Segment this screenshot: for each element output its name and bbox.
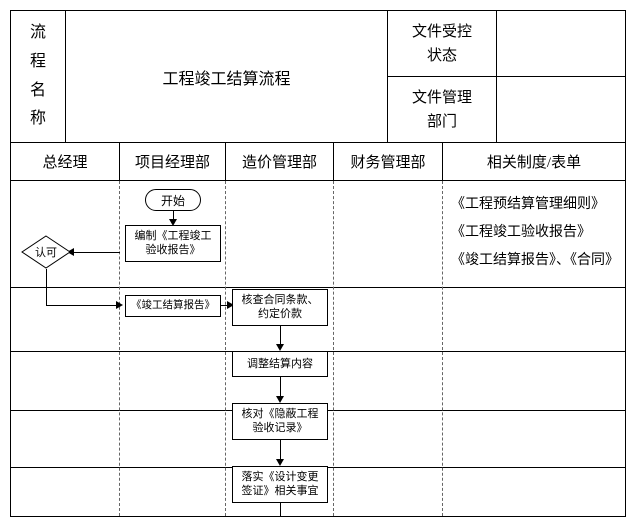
process-check-contract: 核查合同条款、约定价款	[232, 289, 328, 326]
process-table: 流程名称 工程竣工结算流程 文件受控状态 文件管理部门 总经理 项目经理部 造价…	[10, 10, 626, 517]
doc-item: 《竣工结算报告》、《合同》	[451, 247, 617, 275]
col-pm: 项目经理部	[120, 143, 226, 180]
header-label-cell: 流程名称	[11, 11, 66, 142]
col-docs: 相关制度/表单	[443, 143, 625, 180]
header-right: 文件受控状态 文件管理部门	[388, 11, 625, 142]
doc-status-label: 文件受控状态	[388, 11, 497, 76]
arrow-down-icon	[276, 344, 284, 351]
connector	[280, 501, 281, 517]
connector	[46, 269, 47, 305]
col-cost: 造价管理部	[226, 143, 334, 180]
doc-status-value	[497, 11, 625, 76]
swimlane-finance	[334, 181, 443, 516]
col-gm: 总经理	[11, 143, 120, 180]
arrow-down-icon	[276, 459, 284, 466]
connector	[280, 438, 281, 461]
decision-label: 认可	[21, 235, 71, 269]
col-finance: 财务管理部	[334, 143, 443, 180]
process-check-hidden: 核对《隐蔽工程验收记录》	[232, 403, 328, 440]
doc-item: 《工程预结算管理细则》	[451, 191, 617, 219]
connector	[280, 324, 281, 346]
arrow-down-icon	[276, 396, 284, 403]
doc-item: 《工程竣工验收报告》	[451, 219, 617, 247]
process-title: 工程竣工结算流程	[66, 11, 388, 142]
swimlane-gm: 认可	[11, 181, 120, 516]
terminator-start: 开始	[145, 189, 201, 211]
doc-dept-value	[497, 77, 625, 142]
swimlane-cost: 核查合同条款、约定价款 调整结算内容 核对《隐蔽工程验收记录》 落实《设计变更签…	[226, 181, 334, 516]
column-headers: 总经理 项目经理部 造价管理部 财务管理部 相关制度/表单	[11, 142, 625, 180]
decision-approve: 认可	[21, 235, 71, 269]
process-settlement-report: 《竣工结算报告》	[125, 295, 221, 317]
connector	[280, 376, 281, 398]
flow-area: 认可 开始 编制《工程竣工验收报告》 《竣工结算报告》 核查合同条款、约定价款	[11, 180, 625, 516]
header-label: 流程名称	[30, 19, 46, 134]
related-docs: 《工程预结算管理细则》 《工程竣工验收报告》 《竣工结算报告》、《合同》	[443, 181, 625, 516]
process-adjust: 调整结算内容	[232, 351, 328, 377]
arrow-right-icon	[116, 301, 123, 309]
process-design-change: 落实《设计变更签证》相关事宜	[232, 466, 328, 503]
connector	[46, 305, 120, 306]
process-compile-report: 编制《工程竣工验收报告》	[125, 225, 221, 262]
doc-dept-row: 文件管理部门	[388, 77, 625, 142]
swimlane-pm: 开始 编制《工程竣工验收报告》 《竣工结算报告》	[120, 181, 226, 516]
doc-dept-label: 文件管理部门	[388, 77, 497, 142]
header-row: 流程名称 工程竣工结算流程 文件受控状态 文件管理部门	[11, 11, 625, 142]
doc-status-row: 文件受控状态	[388, 11, 625, 77]
connector	[71, 252, 120, 253]
